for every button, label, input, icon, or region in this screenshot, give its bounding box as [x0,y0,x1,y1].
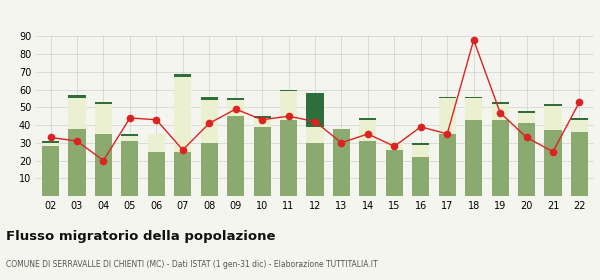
Bar [95,102,112,104]
Bar [200,100,218,143]
Bar [254,118,271,127]
Bar [544,106,562,130]
Bar [518,111,535,113]
Bar [544,104,562,106]
Bar [412,157,430,196]
Bar [491,104,509,120]
Bar [359,141,376,196]
Bar [42,141,59,143]
Bar [491,120,509,196]
Bar [227,116,244,196]
Bar [518,123,535,196]
Bar [386,150,403,196]
Bar [148,134,165,152]
Bar [42,143,59,146]
Bar [121,136,139,141]
Bar [439,134,456,196]
Bar [439,99,456,134]
Bar [254,116,271,118]
Bar [68,129,86,196]
Text: COMUNE DI SERRAVALLE DI CHIENTI (MC) - Dati ISTAT (1 gen-31 dic) - Elaborazione : COMUNE DI SERRAVALLE DI CHIENTI (MC) - D… [6,260,377,269]
Bar [68,95,86,99]
Bar [95,104,112,134]
Bar [359,120,376,141]
Bar [95,134,112,196]
Bar [200,143,218,196]
Bar [571,132,588,196]
Bar [227,99,244,100]
Bar [307,143,323,196]
Bar [307,127,323,143]
Bar [121,141,139,196]
Bar [174,152,191,196]
Bar [439,97,456,99]
Bar [42,146,59,196]
Bar [386,141,403,150]
Bar [68,99,86,129]
Bar [200,97,218,100]
Bar [254,127,271,196]
Bar [359,118,376,120]
Bar [280,91,297,120]
Bar [544,130,562,196]
Bar [307,93,323,127]
Bar [280,90,297,91]
Bar [412,144,430,157]
Bar [174,77,191,152]
Bar [148,152,165,196]
Bar [518,113,535,123]
Bar [465,97,482,99]
Bar [465,99,482,120]
Bar [227,100,244,116]
Bar [333,129,350,196]
Text: Flusso migratorio della popolazione: Flusso migratorio della popolazione [6,230,275,242]
Bar [412,143,430,144]
Bar [174,74,191,77]
Bar [491,102,509,104]
Bar [121,134,139,136]
Bar [280,120,297,196]
Bar [571,118,588,120]
Bar [465,120,482,196]
Bar [571,120,588,132]
